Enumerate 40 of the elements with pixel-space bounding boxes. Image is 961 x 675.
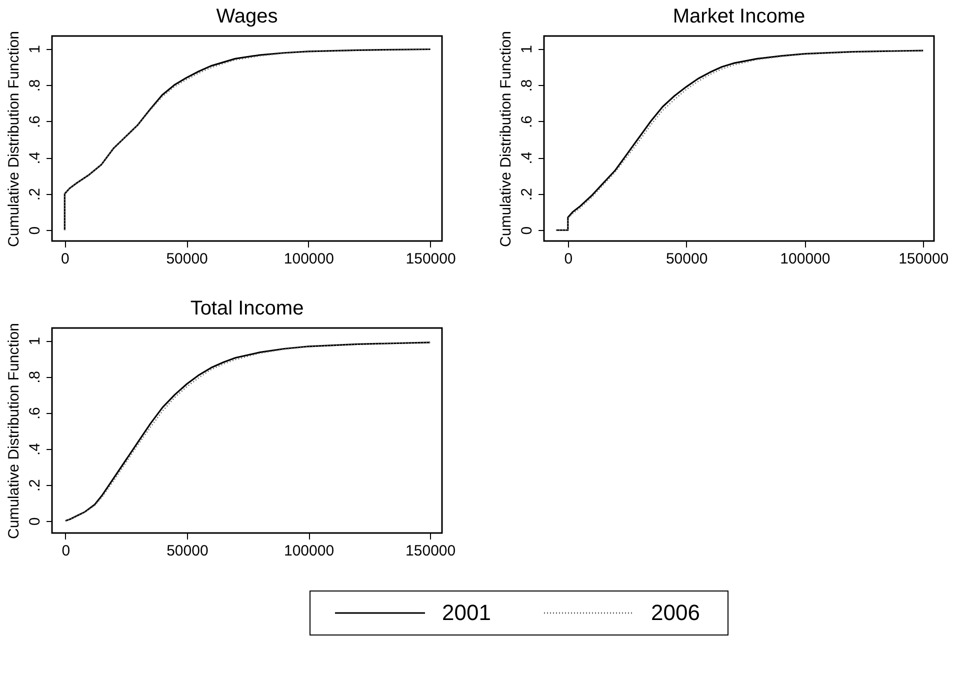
- x-tick-label: 0: [564, 250, 573, 268]
- y-tick-label: .8: [26, 370, 44, 384]
- y-tick-label: .2: [518, 188, 536, 201]
- y-tick-label: .2: [26, 479, 44, 492]
- x-tick-label: 100000: [284, 542, 334, 560]
- y-axis-title: Cumulative Distribution Function: [6, 323, 22, 539]
- x-tick-label: 50000: [666, 250, 708, 268]
- line-series: [64, 342, 431, 522]
- y-tick-label: .8: [518, 79, 536, 92]
- line-series: [555, 50, 924, 231]
- x-tick-label: 100000: [284, 250, 334, 268]
- y-tick-label: 1: [518, 45, 536, 54]
- y-tick-label: 0: [518, 226, 536, 235]
- y-tick-label: .2: [26, 188, 44, 201]
- y-tick-label: .6: [26, 116, 44, 128]
- y-tick-label: 0: [26, 226, 44, 235]
- y-tick-label: .8: [26, 79, 44, 92]
- y-tick-label: 0: [26, 517, 44, 526]
- y-tick-label: 1: [26, 336, 44, 346]
- chart-title: Total Income: [190, 298, 304, 320]
- y-tick-label: .4: [26, 443, 44, 456]
- legend-label: 2006: [651, 600, 700, 625]
- y-tick-label: .4: [518, 152, 536, 164]
- x-tick-label: 100000: [780, 250, 830, 268]
- x-tick-label: 150000: [406, 542, 456, 560]
- y-axis-title: Cumulative Distribution Function: [6, 31, 22, 247]
- legend-label: 2001: [442, 600, 491, 625]
- x-tick-label: 50000: [166, 542, 208, 560]
- x-tick-label: 0: [61, 250, 70, 268]
- y-tick-label: .4: [26, 152, 44, 164]
- y-tick-label: 1: [26, 45, 44, 54]
- y-axis-title: Cumulative Distribution Function: [498, 31, 514, 247]
- x-tick-label: 0: [62, 542, 70, 560]
- x-tick-label: 150000: [898, 250, 949, 268]
- chart-title: Market Income: [672, 6, 806, 28]
- x-tick-label: 50000: [166, 250, 208, 268]
- chart-title: Wages: [216, 6, 278, 28]
- y-tick-label: .6: [26, 406, 44, 420]
- y-tick-label: .6: [518, 116, 536, 128]
- x-tick-label: 150000: [406, 250, 456, 268]
